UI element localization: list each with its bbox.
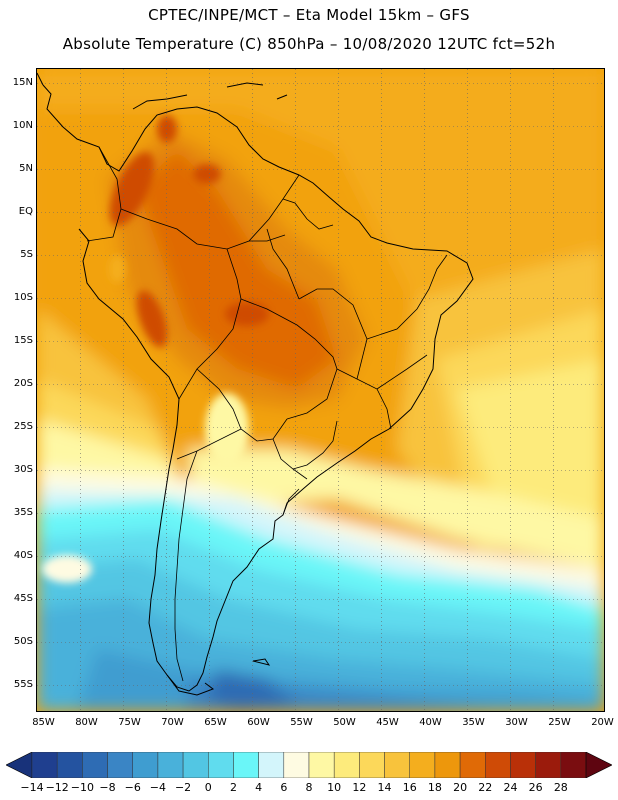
latitude-label: 20S xyxy=(13,377,33,389)
colorbar-tick-label: −4 xyxy=(149,781,167,794)
temperature-map xyxy=(36,68,605,712)
latitude-label: 5S xyxy=(20,248,33,260)
temperature-field xyxy=(37,69,604,711)
colorbar-swatch xyxy=(510,752,536,778)
colorbar-swatch xyxy=(31,752,58,778)
colorbar-tick-label: −8 xyxy=(99,781,116,794)
colorbar-swatch xyxy=(535,752,562,778)
colorbar-swatch xyxy=(132,752,159,778)
colorbar-tick-label: 20 xyxy=(453,781,468,794)
longitude-label: 25W xyxy=(548,717,571,728)
longitude-label: 80W xyxy=(75,717,98,728)
latitude-label: 55S xyxy=(13,678,33,690)
colorbar-swatch xyxy=(208,752,234,778)
colorbar-swatch xyxy=(459,752,486,778)
colorbar-tick-label: 28 xyxy=(553,781,568,794)
colorbar-swatch xyxy=(308,752,335,778)
colorbar-tick-label: 0 xyxy=(204,781,212,794)
colorbar-tick-label: −10 xyxy=(70,781,94,794)
colorbar-swatch xyxy=(82,752,108,778)
longitude-label: 40W xyxy=(419,717,442,728)
colorbar-swatch xyxy=(333,752,360,778)
latitude-label: 40S xyxy=(13,549,33,561)
latitude-label: 45S xyxy=(13,592,33,604)
colorbar-tick-label: 16 xyxy=(402,781,417,794)
latitude-label: 15N xyxy=(12,76,33,88)
map-canvas xyxy=(37,69,604,711)
colorbar-tick-label: 6 xyxy=(280,781,288,794)
longitude-label: 85W xyxy=(32,717,55,728)
warm-patches xyxy=(42,115,269,583)
colorbar-tick-label: 24 xyxy=(503,781,518,794)
latitude-label: 35S xyxy=(13,506,33,518)
latitude-label: 25S xyxy=(13,420,33,432)
colorbar-swatch xyxy=(182,752,209,778)
longitude-label: 30W xyxy=(505,717,528,728)
colorbar-tick-label: 22 xyxy=(478,781,493,794)
colorbar-tick-label: 2 xyxy=(229,781,237,794)
longitude-label: 75W xyxy=(118,717,141,728)
country-borders xyxy=(86,146,448,682)
colorbar-tick-label: 18 xyxy=(427,781,442,794)
colorbar-underflow-arrow xyxy=(6,752,33,778)
colorbar-swatch xyxy=(434,752,461,778)
colorbar-swatch xyxy=(157,752,184,778)
longitude-label: 55W xyxy=(290,717,313,728)
longitude-label: 45W xyxy=(376,717,399,728)
longitude-label: 60W xyxy=(247,717,270,728)
longitude-label: 50W xyxy=(333,717,356,728)
longitude-label: 35W xyxy=(462,717,485,728)
longitude-label: 20W xyxy=(591,717,614,728)
colorbar-swatch xyxy=(283,752,310,778)
colorbar-swatch xyxy=(560,752,587,778)
latitude-label: 10S xyxy=(13,291,33,303)
latitude-label: 50S xyxy=(13,635,33,647)
colorbar-swatch xyxy=(485,752,511,778)
colorbar-swatch xyxy=(384,752,410,778)
colorbar-tick-label: −12 xyxy=(45,781,69,794)
colorbar-tick-label: 12 xyxy=(352,781,367,794)
colorbar-tick-label: −2 xyxy=(174,781,192,794)
colorbar-tick-label: 26 xyxy=(528,781,543,794)
longitude-label: 70W xyxy=(161,717,184,728)
latitude-label: 30S xyxy=(13,463,33,475)
colorbar-swatch xyxy=(107,752,133,778)
colorbar-overflow-arrow xyxy=(585,752,612,778)
colorbar-tick-label: 10 xyxy=(327,781,342,794)
colorbar-tick-label: −6 xyxy=(124,781,141,794)
colorbar xyxy=(6,752,612,778)
latitude-label: EQ xyxy=(18,205,33,217)
colorbar-tick-label: −14 xyxy=(20,781,44,794)
colorbar-tick-label: 14 xyxy=(377,781,392,794)
graticule xyxy=(37,69,604,711)
longitude-label: 65W xyxy=(204,717,227,728)
colorbar-tick-label: 4 xyxy=(255,781,263,794)
colorbar-swatch xyxy=(409,752,436,778)
map-subtitle: Absolute Temperature (C) 850hPa – 10/08/… xyxy=(62,35,556,53)
colorbar-tick-label: 8 xyxy=(305,781,313,794)
colorbar-swatch xyxy=(56,752,83,778)
colorbar-swatch xyxy=(233,752,259,778)
colorbar-swatch xyxy=(359,752,385,778)
coastline xyxy=(37,72,474,696)
colorbar-swatch xyxy=(258,752,285,778)
latitude-label: 15S xyxy=(13,334,33,346)
latitude-label: 5N xyxy=(19,162,33,174)
latitude-label: 10N xyxy=(12,119,33,131)
map-title: CPTEC/INPE/MCT – Eta Model 15km – GFS xyxy=(148,6,470,24)
